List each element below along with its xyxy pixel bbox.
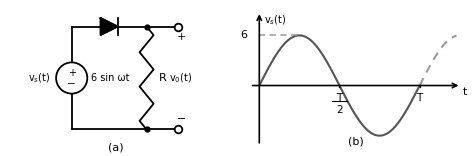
Text: +: + — [68, 68, 76, 78]
Text: 6 sin ωt: 6 sin ωt — [91, 73, 130, 83]
Text: R: R — [159, 73, 167, 83]
Text: T: T — [337, 93, 343, 103]
Text: T: T — [417, 93, 423, 103]
Text: v$_s$(t): v$_s$(t) — [264, 13, 286, 27]
Text: 6: 6 — [240, 30, 247, 40]
Text: (b): (b) — [347, 137, 364, 147]
Text: (a): (a) — [108, 143, 123, 153]
Text: +: + — [177, 32, 186, 42]
Text: v$_0$(t): v$_0$(t) — [169, 71, 192, 85]
Text: 2: 2 — [336, 105, 343, 115]
Polygon shape — [100, 18, 118, 35]
Text: t: t — [463, 87, 467, 97]
Text: v$_s$(t): v$_s$(t) — [27, 71, 50, 85]
Text: −: − — [67, 79, 76, 89]
Text: −: − — [177, 114, 186, 124]
